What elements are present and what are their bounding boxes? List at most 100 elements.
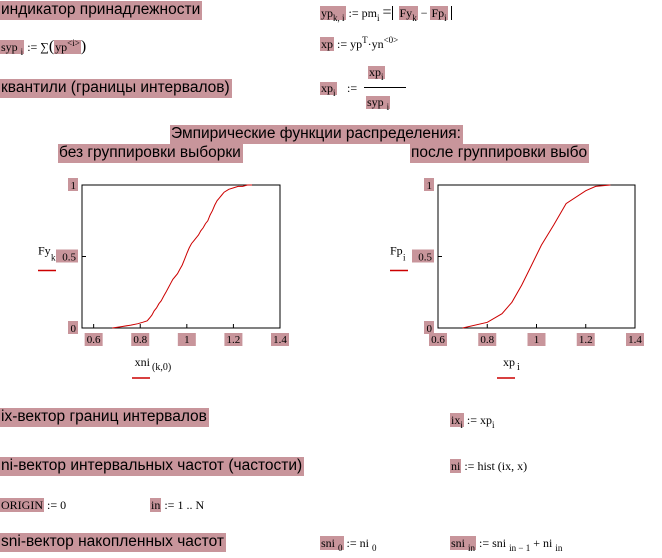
yp-sub: k, i bbox=[333, 13, 345, 23]
in-var: in bbox=[150, 498, 162, 512]
syp-arg-sup: <i> bbox=[67, 38, 80, 48]
fp-var: Fp bbox=[431, 6, 445, 20]
x-tick-label: 1.2 bbox=[579, 334, 593, 346]
ni-formula: ni := hist (ix, x) bbox=[450, 459, 528, 473]
fp-sub: i bbox=[444, 13, 447, 23]
sniin-plus: + ni bbox=[533, 536, 553, 550]
sniin-var: sni bbox=[451, 536, 466, 550]
x-tick-bg bbox=[626, 333, 644, 346]
y-axis-label: Fy bbox=[38, 244, 51, 258]
x-tick-label: 1.4 bbox=[628, 334, 642, 346]
ni-args: (ix, x) bbox=[497, 459, 528, 473]
xpi-sub: i bbox=[333, 88, 336, 98]
x-tick-label: 0.8 bbox=[133, 334, 147, 346]
syp-var: syp bbox=[1, 40, 18, 54]
y-tick-bg bbox=[68, 321, 78, 334]
y-tick-label: 0.5 bbox=[62, 252, 76, 264]
x-tick-bg bbox=[177, 333, 196, 346]
ix-rhs: := xp bbox=[466, 413, 492, 427]
yn-var: ·yn bbox=[367, 37, 384, 51]
xpi-var: xp bbox=[321, 81, 333, 95]
sniin-formula: sni in := sni in − 1 + ni in bbox=[450, 536, 563, 553]
ix-formula: ixi := xpi bbox=[450, 413, 495, 430]
yn-sup: <0> bbox=[383, 35, 399, 45]
plot-frame bbox=[437, 184, 636, 329]
chart-ungrouped: 0.6 0.8 1 1.2 1.4 0 0.5 1 Fy k xni (k,0) bbox=[38, 178, 289, 379]
x-tick-bg bbox=[224, 333, 243, 346]
after-group-heading: после группировки выбо bbox=[410, 144, 590, 163]
x-tick-bg bbox=[429, 333, 447, 346]
sniin-plus-sub: in bbox=[555, 543, 563, 553]
fy-var: Fy bbox=[399, 6, 413, 20]
ni-var: ni bbox=[450, 459, 462, 473]
sniin-sub: in bbox=[468, 543, 476, 553]
origin-var: ORIGIN bbox=[0, 498, 44, 512]
xpi-num: xp bbox=[369, 65, 381, 79]
no-group-heading: без группировки выборки bbox=[58, 144, 243, 163]
fy-sub: k bbox=[412, 13, 417, 23]
x-tick-bg bbox=[131, 333, 150, 346]
ix-var: ix bbox=[451, 413, 461, 427]
xpi-num-sub: i bbox=[381, 72, 384, 82]
in-range-formula: in := 1 .. N bbox=[150, 498, 205, 512]
quantiles-label: квантили (границы интервалов) bbox=[0, 79, 232, 98]
indicator-label: индикатор принадлежности bbox=[0, 1, 203, 20]
y-tick-label: 1 bbox=[427, 180, 433, 192]
ni-rhs: := hist bbox=[464, 459, 495, 473]
transpose-sup: T bbox=[362, 35, 368, 45]
y-tick-label: 0.5 bbox=[418, 252, 432, 264]
cdf-line bbox=[112, 184, 252, 329]
minus-sign: − bbox=[420, 6, 428, 20]
x-axis-label: xp bbox=[503, 355, 515, 369]
syp-formula: syp i := ∑(yp<i>) bbox=[0, 38, 87, 57]
y-axis-label-sub: k bbox=[51, 253, 56, 263]
x-tick-bg bbox=[84, 333, 103, 346]
x-tick-label: 0.6 bbox=[431, 334, 445, 346]
y-tick-bg bbox=[412, 249, 434, 263]
xpi-den-sub: i bbox=[386, 102, 390, 112]
ix-sub: i bbox=[460, 420, 463, 430]
y-tick-bg bbox=[68, 178, 78, 191]
ni-vector-label: ni-вектор интервальных частот (частости) bbox=[0, 457, 305, 476]
sni0-var: sni bbox=[321, 536, 336, 550]
y-tick-bg bbox=[424, 321, 434, 334]
x-tick-bg bbox=[527, 333, 546, 346]
x-tick-bg bbox=[271, 333, 289, 346]
x-tick-label: 1 bbox=[534, 334, 540, 346]
yp-rhs-sub: i bbox=[376, 13, 380, 23]
x-axis-label-sub: (k,0) bbox=[152, 362, 171, 373]
x-tick-label: 0.6 bbox=[87, 334, 101, 346]
y-tick-bg bbox=[424, 178, 434, 191]
y-axis-label-sub: i bbox=[403, 253, 406, 263]
yp-var: yp bbox=[321, 6, 333, 20]
ix-vector-label: ix-вектор границ интервалов bbox=[0, 408, 209, 427]
x-axis-label-sub: i bbox=[517, 362, 520, 373]
origin-rhs: := 0 bbox=[47, 498, 67, 512]
yp-rhs: := pm bbox=[348, 6, 377, 20]
syp-arg: yp bbox=[55, 40, 68, 54]
cdf-line bbox=[462, 184, 611, 329]
y-tick-bg bbox=[56, 249, 78, 263]
y-tick-label: 0 bbox=[427, 323, 433, 335]
x-tick-label: 1.4 bbox=[273, 334, 287, 346]
sni0-rhs-sub: 0 bbox=[371, 543, 377, 553]
x-tick-label: 1.2 bbox=[227, 334, 241, 346]
ix-rhs-sub: i bbox=[491, 420, 495, 430]
sni0-rhs: := ni bbox=[346, 536, 369, 550]
yp-formula: ypk, i := pmi = Fyk − Fpi bbox=[320, 4, 452, 23]
origin-formula: ORIGIN := 0 bbox=[0, 498, 67, 512]
sniin-rhs-sub: in − 1 bbox=[509, 543, 531, 553]
x-tick-bg bbox=[478, 333, 497, 346]
xp-formula: xp := ypT·yn<0> bbox=[320, 35, 399, 51]
xpi-den: syp bbox=[367, 95, 384, 109]
sni0-sub: 0 bbox=[338, 543, 343, 553]
xp-rhs: := yp bbox=[337, 37, 363, 51]
x-tick-bg bbox=[576, 333, 595, 346]
syp-sub: i bbox=[20, 47, 24, 57]
xpi-assign: := bbox=[347, 81, 358, 95]
sni-vector-label: sni-вектор накопленных частот bbox=[0, 533, 226, 552]
sniin-rhs: := sni bbox=[479, 536, 507, 550]
y-tick-label: 1 bbox=[71, 180, 77, 192]
sni0-formula: sni 0 := ni 0 bbox=[320, 536, 377, 553]
in-rhs: := 1 .. N bbox=[164, 498, 205, 512]
